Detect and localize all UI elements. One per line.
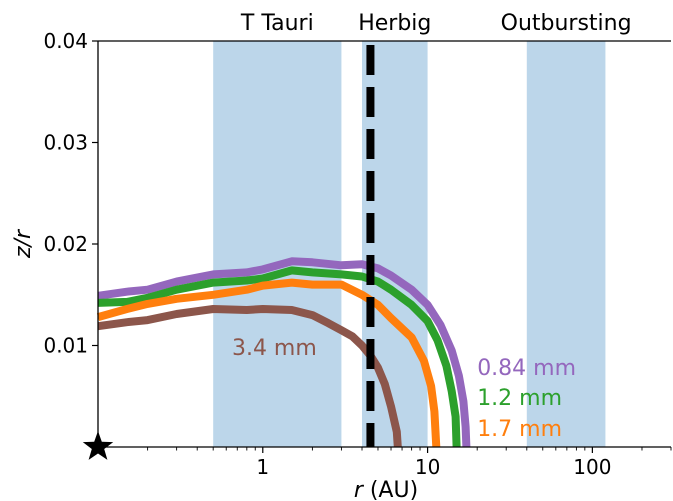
region-band [213,41,342,447]
x-tick-label: 10 [415,455,440,479]
series-labels: 0.84 mm 1.2 mm 1.7 mm 3.4 mm [232,336,576,442]
region-label: Herbig [358,11,431,36]
series-line [97,266,461,448]
region-band [526,41,606,447]
region-labels: T Tauri Herbig Outbursting [240,11,632,36]
x-tick-label: 100 [573,455,611,479]
x-axis-label-variable: r [354,478,365,501]
series-label: 3.4 mm [232,336,317,361]
region-label: Outbursting [501,11,632,36]
series-line [96,278,441,448]
y-tick-label: 0.03 [43,131,88,155]
axis-ticks: 1 10 100 0.01 0.02 0.03 0.04 [43,29,672,479]
y-tick-label: 0.04 [43,29,88,53]
x-axis-label: r (AU) [354,478,418,501]
series-label: 0.84 mm [477,356,576,381]
region-label: T Tauri [240,11,314,36]
series-line [97,305,402,448]
x-tick-label: 1 [256,455,269,479]
x-axis-label-unit: (AU) [363,478,418,501]
series-label: 1.2 mm [477,386,562,411]
series-lines [96,257,471,448]
y-tick-label: 0.01 [43,334,88,358]
star-icon [82,431,114,460]
y-axis-label: z/r [11,228,36,259]
series-line [97,257,471,448]
y-tick-label: 0.02 [43,232,88,256]
series-label: 1.7 mm [477,417,562,442]
shaded-regions [213,41,606,447]
